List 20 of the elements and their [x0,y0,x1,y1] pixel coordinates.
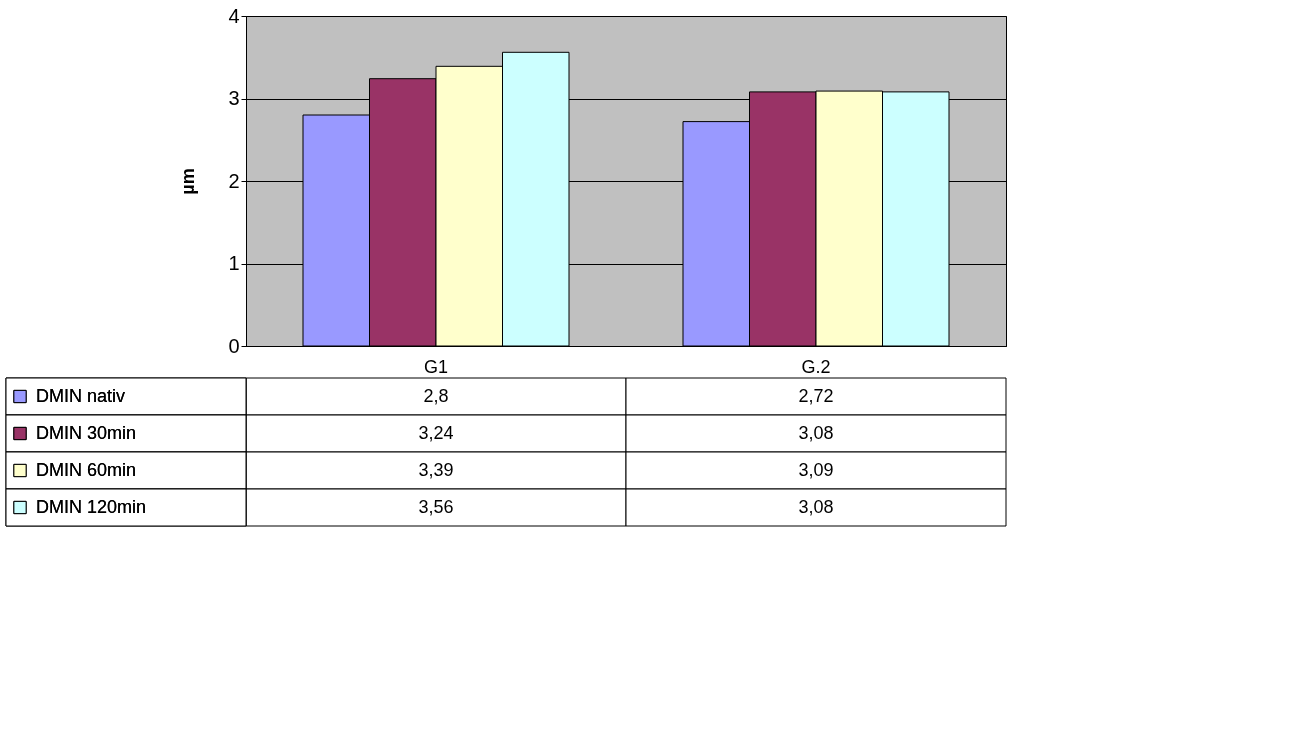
legend-label: DMIN 30min [36,422,137,443]
y-tick-label: 0 [228,334,240,357]
data-label: 3,08 [798,496,834,517]
x-tick-label: G1 [423,356,449,377]
y-tick-label: 3 [228,87,240,109]
y-tick-label: 2 [228,169,240,192]
data-label: 3,39 [418,459,454,480]
y-tick-label: 1 [228,252,240,274]
x-tick-label: G.2 [801,356,831,377]
y-axis-title: µm [178,168,199,195]
data-label: 2,8 [423,385,449,406]
data-label: 3,24 [418,422,454,443]
legend-label: DMIN nativ [36,385,126,406]
data-label: 3,09 [798,459,834,480]
y-tick-label: 4 [228,4,240,27]
data-label: 3,08 [798,422,834,443]
legend-label: DMIN 120min [36,496,147,517]
legend-label: DMIN 60min [36,459,137,480]
data-label: 2,72 [798,385,834,406]
data-label: 3,56 [418,496,454,517]
